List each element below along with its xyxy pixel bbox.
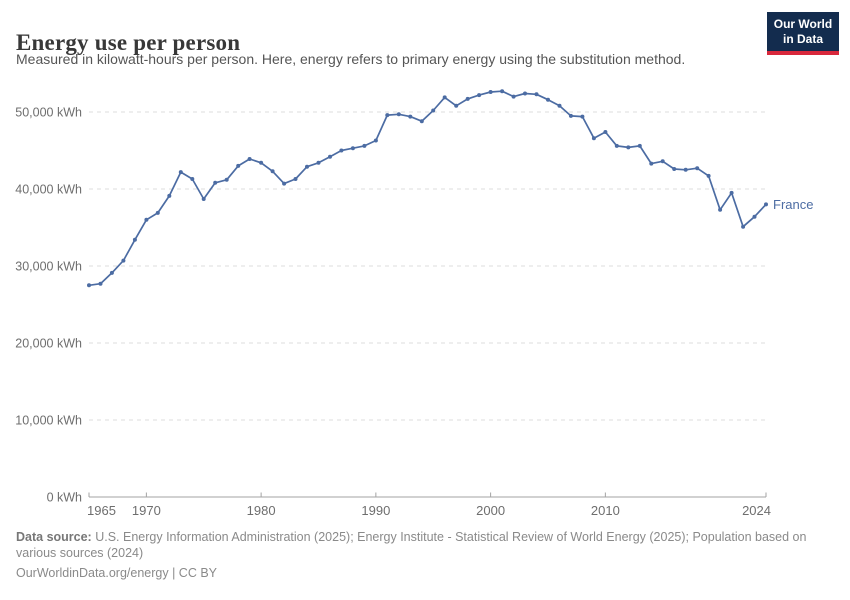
owid-logo-line1: Our World xyxy=(773,17,833,31)
y-axis-tick-label: 20,000 kWh xyxy=(15,337,82,351)
y-axis-tick-label: 10,000 kWh xyxy=(15,414,82,428)
data-point xyxy=(580,114,585,119)
data-point xyxy=(419,119,424,124)
data-point xyxy=(626,145,631,150)
data-point xyxy=(454,103,459,108)
data-point xyxy=(431,108,436,113)
data-point xyxy=(741,224,746,229)
data-point xyxy=(442,95,447,100)
series-line xyxy=(88,90,767,287)
data-source-label: Data source: xyxy=(16,530,92,544)
series-end-label: France xyxy=(773,197,813,212)
data-point xyxy=(144,217,149,222)
data-source-note: Data source: U.S. Energy Information Adm… xyxy=(16,530,808,561)
data-point xyxy=(683,167,688,172)
data-point xyxy=(695,166,700,171)
data-point xyxy=(155,210,160,215)
data-source-text: U.S. Energy Information Administration (… xyxy=(16,530,807,560)
data-point xyxy=(637,143,642,148)
data-point xyxy=(270,169,275,174)
data-point xyxy=(121,258,126,263)
data-point xyxy=(603,130,608,134)
data-point xyxy=(500,89,505,94)
y-axis-tick-label: 0 kWh xyxy=(47,491,82,505)
x-axis-tick-label: 2024 xyxy=(742,503,771,518)
owid-logo-line2: in Data xyxy=(782,32,823,46)
data-point xyxy=(649,161,654,166)
y-axis-tick-label: 40,000 kWh xyxy=(15,183,82,197)
data-point xyxy=(385,113,390,118)
data-point xyxy=(98,281,103,286)
data-point xyxy=(373,138,378,143)
data-point xyxy=(488,90,493,94)
data-point xyxy=(236,163,241,168)
chart-subtitle: Measured in kilowatt-hours per person. H… xyxy=(16,51,686,67)
data-point xyxy=(247,157,252,161)
data-point xyxy=(534,92,539,97)
data-point xyxy=(87,283,91,288)
data-point xyxy=(213,180,218,185)
data-point xyxy=(568,113,573,118)
data-point xyxy=(224,177,229,182)
data-point xyxy=(660,159,665,164)
data-point xyxy=(396,112,401,117)
data-point xyxy=(178,170,183,175)
data-point xyxy=(316,160,321,165)
data-point xyxy=(305,164,309,169)
data-point xyxy=(167,193,172,198)
data-point xyxy=(201,197,206,201)
data-point xyxy=(132,237,137,242)
x-axis-tick-label: 2000 xyxy=(476,503,505,518)
y-axis-tick-label: 50,000 kWh xyxy=(15,106,82,120)
data-point xyxy=(465,96,470,101)
data-point xyxy=(259,160,264,165)
data-point xyxy=(339,148,344,153)
data-point xyxy=(591,136,596,141)
data-point xyxy=(614,143,619,148)
x-axis-tick-label: 1965 xyxy=(87,503,116,518)
data-point xyxy=(350,146,355,151)
data-point xyxy=(328,154,332,159)
attribution-link[interactable]: OurWorldinData.org/energy | CC BY xyxy=(16,566,218,580)
data-point xyxy=(408,114,413,119)
x-axis-tick-label: 2010 xyxy=(591,503,620,518)
data-point xyxy=(511,94,516,99)
data-point xyxy=(523,91,527,96)
x-axis-tick-label: 1980 xyxy=(247,503,276,518)
data-point xyxy=(752,214,757,219)
data-point xyxy=(546,97,550,102)
page-title: Energy use per person xyxy=(16,30,241,56)
data-point xyxy=(729,190,734,195)
data-point xyxy=(282,181,287,186)
data-point xyxy=(362,143,367,148)
data-point xyxy=(477,93,482,98)
x-axis-tick-label: 1990 xyxy=(361,503,390,518)
data-point xyxy=(293,177,298,181)
data-point xyxy=(764,202,768,207)
data-point xyxy=(109,270,114,275)
y-axis-tick-label: 30,000 kWh xyxy=(15,260,82,274)
data-point xyxy=(706,173,711,178)
x-axis-tick-label: 1970 xyxy=(132,503,161,518)
data-point xyxy=(672,167,677,171)
data-point xyxy=(718,207,723,212)
data-point xyxy=(190,177,195,181)
owid-logo[interactable]: Our World in Data xyxy=(767,12,839,55)
data-point xyxy=(557,103,562,108)
